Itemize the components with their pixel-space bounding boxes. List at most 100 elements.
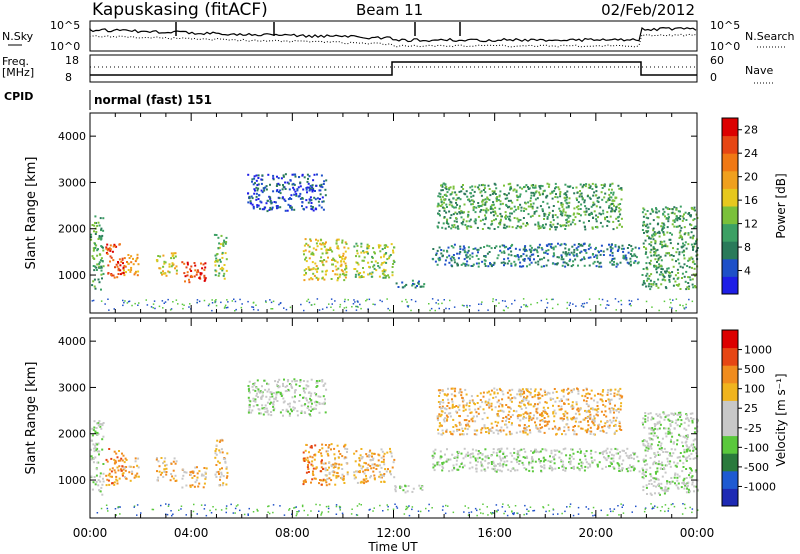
echo-cell — [203, 279, 206, 282]
echo-cell — [390, 473, 392, 476]
echo-cell — [305, 384, 308, 387]
echo-cell — [543, 251, 545, 254]
echo-cell — [97, 238, 100, 240]
echo-cell — [526, 186, 529, 188]
echo-cell — [608, 220, 611, 223]
echo-cell — [658, 232, 661, 235]
echo-cell — [371, 257, 374, 259]
echo-cell — [508, 205, 511, 208]
clutter-cell — [153, 300, 156, 302]
echo-cell — [682, 249, 685, 252]
echo-cell — [486, 196, 489, 199]
clutter-cell — [224, 306, 226, 308]
echo-cell — [669, 274, 672, 277]
echo-cell — [123, 467, 126, 470]
echo-cell — [565, 218, 568, 221]
echo-cell — [621, 225, 623, 228]
echo-cell — [678, 236, 681, 239]
echo-cell — [495, 187, 498, 190]
echo-cell — [556, 256, 559, 259]
echo-cell — [399, 487, 402, 489]
echo-cell — [510, 432, 513, 435]
echo-cell — [109, 260, 111, 263]
clutter-cell — [434, 309, 436, 312]
echo-cell — [608, 193, 611, 196]
echo-cell — [448, 188, 451, 191]
echo-cell — [620, 217, 623, 220]
echo-cell — [564, 251, 567, 254]
echo-cell — [492, 210, 495, 213]
echo-cell — [225, 241, 228, 243]
echo-cell — [486, 454, 489, 457]
echo-cell — [666, 245, 669, 248]
echo-cell — [628, 244, 631, 246]
echo-cell — [481, 203, 484, 206]
echo-cell — [497, 432, 500, 435]
echo-cell — [559, 193, 562, 195]
echo-cell — [464, 427, 467, 430]
echo-cell — [285, 408, 288, 411]
echo-cell — [682, 455, 685, 458]
echo-cell — [344, 443, 347, 446]
echo-cell — [311, 261, 314, 264]
echo-cell — [266, 199, 269, 202]
echo-cell — [573, 243, 576, 246]
echo-cell — [494, 469, 497, 472]
echo-cell — [617, 215, 620, 218]
echo-cell — [329, 246, 332, 249]
echo-cell — [696, 419, 699, 422]
echo-cell — [590, 430, 593, 433]
echo-cell — [494, 212, 497, 215]
echo-cell — [691, 475, 694, 478]
echo-cell — [652, 210, 654, 213]
echo-cell — [618, 420, 621, 423]
echo-cell — [372, 470, 375, 473]
echo-cell — [437, 221, 440, 224]
echo-cell — [655, 462, 658, 465]
echo-cell — [519, 392, 522, 395]
echo-cell — [547, 391, 550, 394]
echo-cell — [301, 205, 303, 208]
echo-cell — [96, 431, 99, 434]
echo-cell — [607, 456, 610, 459]
echo-cell — [463, 419, 466, 422]
echo-cell — [673, 476, 676, 479]
echo-cell — [484, 216, 487, 219]
echo-cell — [655, 435, 658, 438]
echo-cell — [466, 195, 469, 198]
echo-cell — [368, 245, 371, 247]
echo-cell — [386, 451, 389, 454]
echo-cell — [442, 461, 445, 464]
echo-cell — [477, 248, 480, 251]
echo-cell — [217, 259, 220, 262]
echo-cell — [499, 402, 502, 405]
echo-cell — [294, 173, 297, 176]
echo-cell — [451, 205, 454, 208]
echo-cell — [302, 387, 305, 390]
echo-cell — [663, 447, 666, 450]
echo-cell — [608, 424, 611, 427]
echo-cell — [459, 198, 462, 201]
echo-cell — [459, 212, 462, 215]
echo-cell — [568, 220, 571, 223]
echo-cell — [578, 213, 581, 215]
echo-cell — [643, 460, 646, 463]
echo-cell — [454, 387, 457, 390]
echo-cell — [560, 389, 563, 392]
echo-region — [247, 173, 328, 213]
echo-cell — [366, 480, 369, 483]
echo-cell — [560, 417, 563, 420]
echo-cell — [660, 271, 663, 274]
echo-cell — [97, 278, 100, 281]
echo-cell — [288, 405, 291, 408]
echo-cell — [445, 430, 448, 433]
echo-cell — [559, 195, 562, 198]
echo-cell — [654, 423, 657, 426]
echo-cell — [664, 416, 667, 419]
echo-cell — [319, 238, 322, 241]
echo-cell — [318, 482, 320, 485]
echo-cell — [196, 271, 199, 274]
echo-cell — [258, 408, 261, 411]
echo-cell — [497, 226, 500, 229]
echo-cell — [655, 271, 658, 274]
